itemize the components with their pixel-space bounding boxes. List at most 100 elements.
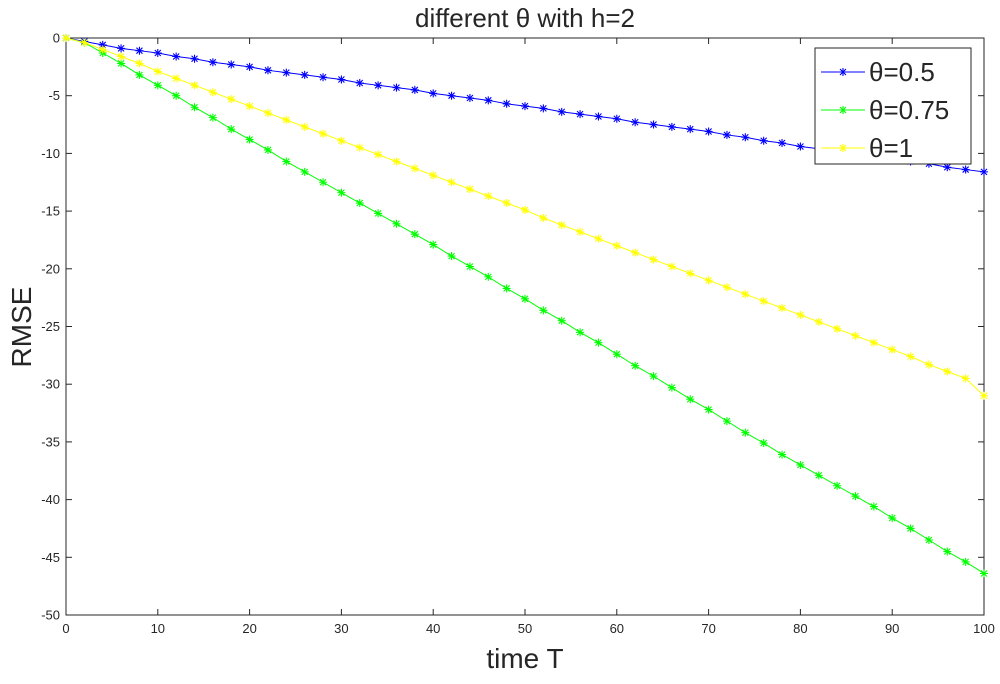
data-point-marker bbox=[153, 67, 162, 76]
data-point-marker bbox=[539, 306, 548, 315]
data-point-marker bbox=[980, 569, 988, 578]
legend-label: θ=1 bbox=[869, 133, 913, 163]
axis-titles: different θ with h=2 time T RMSE bbox=[6, 3, 635, 674]
legend-swatch-marker bbox=[839, 144, 847, 152]
x-tick-label: 100 bbox=[973, 621, 995, 636]
data-point-marker bbox=[686, 395, 695, 404]
data-point-marker bbox=[649, 120, 658, 129]
legend-label: θ=0.5 bbox=[869, 57, 935, 87]
y-axis-title: RMSE bbox=[6, 287, 37, 368]
data-point-marker bbox=[245, 102, 254, 111]
data-point-marker bbox=[337, 188, 346, 197]
data-point-marker bbox=[704, 405, 713, 414]
data-point-marker bbox=[943, 547, 952, 556]
data-point-marker bbox=[484, 96, 493, 105]
x-tick-label: 40 bbox=[426, 621, 440, 636]
data-point-marker bbox=[759, 439, 768, 448]
data-point-marker bbox=[447, 178, 456, 187]
data-point-marker bbox=[851, 492, 860, 501]
data-point-marker bbox=[263, 145, 272, 154]
data-point-marker bbox=[924, 535, 933, 544]
data-point-marker bbox=[465, 262, 474, 271]
data-point-marker bbox=[796, 310, 805, 319]
data-point-marker bbox=[190, 54, 199, 63]
data-point-marker bbox=[667, 122, 676, 131]
data-point-marker bbox=[869, 502, 878, 511]
axis-ticks: 0 10 20 30 40 50 60 70 80 90 100 0 -5 -10 -15 -20 -25 -30… bbox=[41, 31, 995, 637]
y-tick-label: -25 bbox=[41, 319, 60, 334]
data-point-marker bbox=[135, 46, 144, 55]
data-point-marker bbox=[888, 514, 897, 523]
data-point-marker bbox=[612, 350, 621, 359]
data-point-marker bbox=[98, 45, 107, 54]
data-point-marker bbox=[172, 52, 181, 61]
data-point-marker bbox=[741, 290, 750, 299]
data-point-marker bbox=[576, 328, 585, 337]
data-point-marker bbox=[704, 127, 713, 136]
data-point-marker bbox=[282, 68, 291, 77]
data-point-marker bbox=[227, 60, 236, 69]
data-point-marker bbox=[374, 209, 383, 218]
data-point-marker bbox=[227, 95, 236, 104]
legend: θ=0.5 θ=0.75 θ=1 bbox=[814, 47, 972, 165]
data-point-marker bbox=[374, 81, 383, 90]
data-point-marker bbox=[980, 391, 988, 400]
data-point-marker bbox=[172, 74, 181, 83]
data-point-marker bbox=[943, 163, 952, 172]
data-point-marker bbox=[153, 49, 162, 58]
data-point-marker bbox=[465, 94, 474, 103]
data-point-marker bbox=[539, 104, 548, 113]
data-point-marker bbox=[319, 73, 328, 82]
y-tick-label: -5 bbox=[48, 88, 60, 103]
x-tick-label: 80 bbox=[793, 621, 807, 636]
data-point-marker bbox=[722, 417, 731, 426]
data-point-marker bbox=[961, 165, 970, 174]
data-point-marker bbox=[208, 88, 217, 97]
data-point-marker bbox=[502, 284, 511, 293]
x-axis-title: time T bbox=[486, 643, 563, 674]
data-point-marker bbox=[869, 338, 878, 347]
chart-title: different θ with h=2 bbox=[415, 3, 635, 33]
data-point-marker bbox=[392, 219, 401, 228]
data-point-marker bbox=[300, 167, 309, 176]
data-point-marker bbox=[429, 89, 438, 98]
data-point-marker bbox=[833, 324, 842, 333]
data-point-marker bbox=[631, 118, 640, 127]
y-tick-label: -30 bbox=[41, 377, 60, 392]
legend-swatch-marker bbox=[839, 68, 847, 76]
x-tick-label: 50 bbox=[518, 621, 532, 636]
data-point-marker bbox=[778, 139, 787, 148]
data-point-marker bbox=[447, 252, 456, 261]
y-tick-label: -10 bbox=[41, 146, 60, 161]
data-point-marker bbox=[410, 85, 419, 94]
data-point-marker bbox=[392, 157, 401, 166]
data-point-marker bbox=[337, 136, 346, 145]
data-point-marker bbox=[227, 125, 236, 134]
x-tick-label: 70 bbox=[701, 621, 715, 636]
data-point-marker bbox=[722, 283, 731, 292]
data-point-marker bbox=[704, 276, 713, 285]
x-tick-label: 60 bbox=[610, 621, 624, 636]
data-point-marker bbox=[631, 361, 640, 370]
data-point-marker bbox=[98, 40, 107, 49]
data-point-marker bbox=[557, 107, 566, 116]
data-point-marker bbox=[778, 304, 787, 313]
data-point-marker bbox=[667, 262, 676, 271]
data-point-marker bbox=[778, 450, 787, 459]
y-tick-label: -40 bbox=[41, 492, 60, 507]
data-point-marker bbox=[521, 294, 529, 303]
x-tick-label: 90 bbox=[885, 621, 899, 636]
data-point-marker bbox=[300, 70, 309, 79]
data-point-marker bbox=[906, 524, 915, 533]
data-point-marker bbox=[208, 58, 217, 67]
data-point-marker bbox=[62, 34, 70, 42]
y-tick-label: -45 bbox=[41, 550, 60, 565]
data-point-marker bbox=[851, 331, 860, 340]
data-point-marker bbox=[447, 91, 456, 100]
data-point-marker bbox=[208, 113, 217, 122]
data-point-marker bbox=[374, 150, 383, 159]
data-point-marker bbox=[355, 143, 364, 152]
data-point-marker bbox=[429, 240, 438, 249]
data-point-marker bbox=[814, 317, 823, 326]
